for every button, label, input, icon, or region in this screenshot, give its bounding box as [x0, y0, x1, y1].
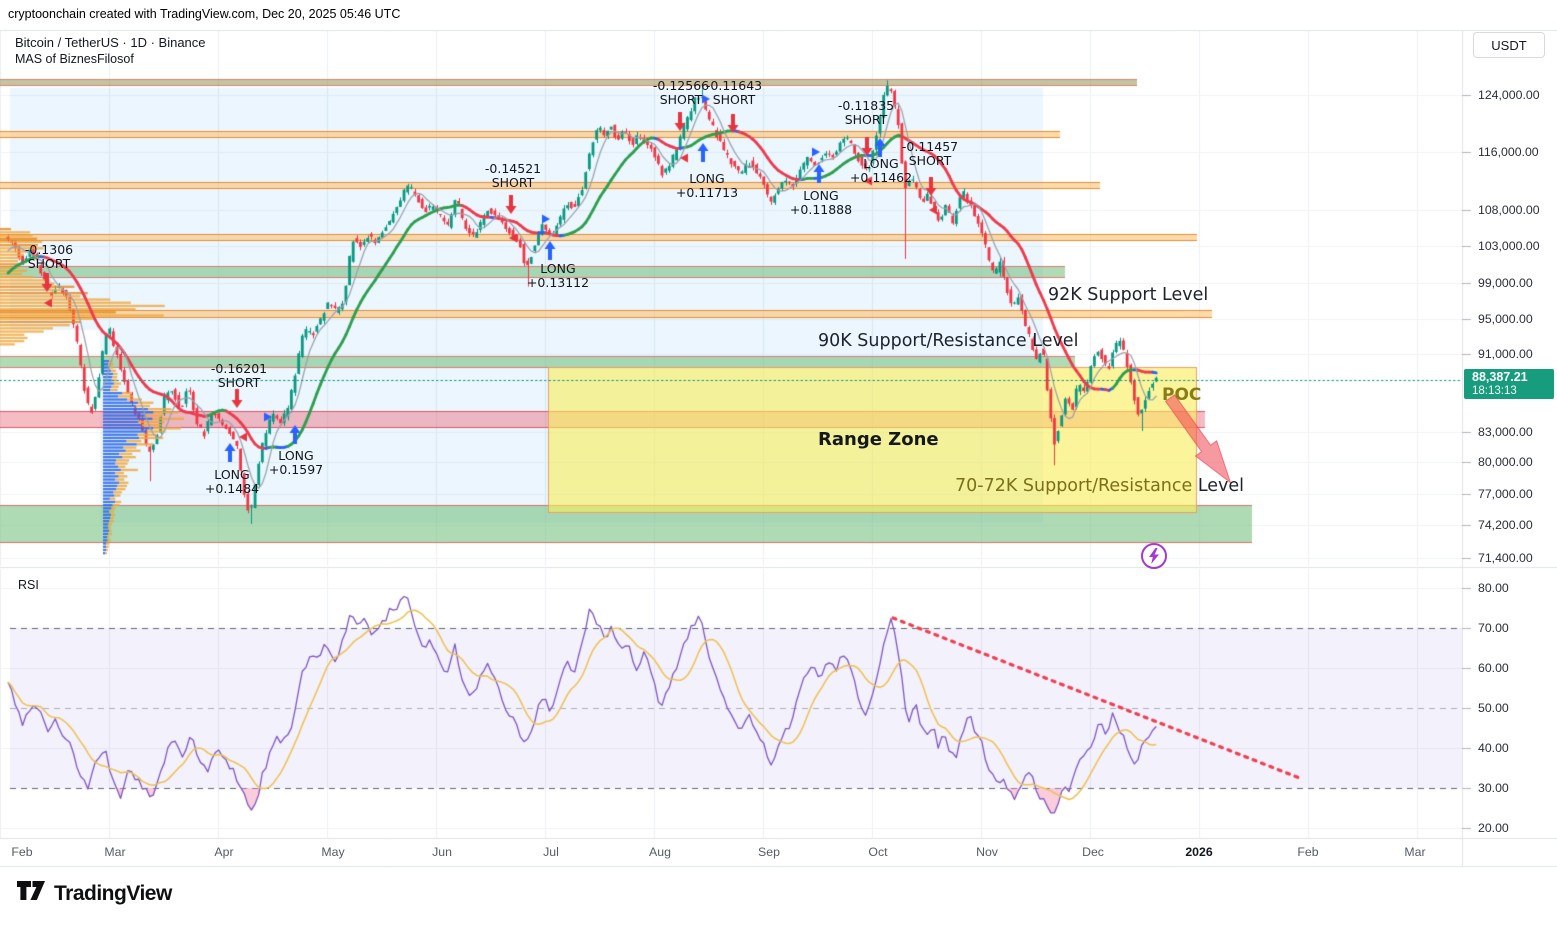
currency-toggle-button[interactable]: USDT	[1473, 32, 1545, 58]
trade-signal-label[interactable]: -0.11835 SHORT	[837, 98, 895, 127]
last-price-value: 88,387.21	[1472, 370, 1528, 384]
price-tick-label: 77,000.00	[1478, 487, 1533, 501]
price-tick-label: 71,400.00	[1478, 551, 1533, 565]
time-axis-label[interactable]: 2026	[1185, 845, 1213, 859]
rsi-pane-label[interactable]: RSI	[18, 578, 39, 592]
price-tick-label: 99,000.00	[1478, 276, 1533, 290]
price-tick-label: 108,000.00	[1478, 203, 1540, 217]
indicator-legend[interactable]: MAS of BiznesFilosof	[15, 52, 134, 66]
trade-signal-label[interactable]: LONG +0.1484	[204, 467, 260, 496]
price-tick-label: 95,000.00	[1478, 312, 1533, 326]
trade-signal-label[interactable]: -0.11643 SHORT	[705, 78, 763, 107]
trade-signal-label[interactable]: -0.16201 SHORT	[210, 361, 268, 390]
rsi-tick-label: 80.00	[1478, 581, 1509, 595]
bar-countdown: 18:13:13	[1472, 385, 1517, 397]
time-axis-label[interactable]: Sep	[758, 845, 780, 859]
trade-signal-label[interactable]: -0.1306 SHORT	[24, 242, 74, 271]
chart-annotation[interactable]: 92K Support Level	[1048, 285, 1208, 305]
chart-annotation-text: 90K Support/Resistance Level	[818, 331, 1079, 351]
time-axis-label[interactable]: Jul	[543, 845, 559, 859]
chart-annotation[interactable]: 70-72K Support/Resistance Level	[955, 476, 1244, 496]
time-axis-label[interactable]: Feb	[11, 845, 33, 859]
price-tick-label: 116,000.00	[1478, 145, 1539, 159]
time-axis-label[interactable]: Nov	[976, 845, 998, 859]
chart-annotation[interactable]: Range Zone	[818, 429, 939, 450]
chart-annotation-text: 70-72K Support/Resistance	[955, 476, 1198, 496]
tradingview-logo[interactable]: TradingView	[16, 880, 172, 908]
time-axis-label[interactable]: Oct	[868, 845, 888, 859]
time-axis-label[interactable]: Apr	[214, 845, 234, 859]
last-price-badge: 88,387.21 18:13:13	[1464, 369, 1554, 399]
trade-signal-label[interactable]: LONG +0.13112	[526, 261, 590, 290]
price-tick-label: 91,000.00	[1478, 347, 1533, 361]
rsi-tick-label: 20.00	[1478, 821, 1509, 835]
attribution-text: cryptoonchain created with TradingView.c…	[8, 7, 401, 21]
price-tick-label: 83,000.00	[1478, 425, 1533, 439]
symbol-legend[interactable]: Bitcoin / TetherUS · 1D · Binance	[15, 35, 206, 50]
time-axis-label[interactable]: Mar	[104, 845, 126, 859]
time-axis-label[interactable]: May	[321, 845, 345, 859]
trade-signal-label[interactable]: -0.11457 SHORT	[901, 139, 959, 168]
chart-annotation-text: 92K Support Level	[1048, 285, 1209, 305]
trade-signal-label[interactable]: -0.14521 SHORT	[484, 161, 542, 190]
price-tick-label: 124,000.00	[1478, 88, 1540, 102]
tradingview-logo-icon	[17, 881, 45, 900]
price-tick-label: 80,000.00	[1478, 455, 1533, 469]
time-axis-label[interactable]: Feb	[1297, 845, 1319, 859]
time-axis-label[interactable]: Aug	[649, 845, 671, 859]
trade-signal-label[interactable]: LONG +0.11713	[675, 171, 739, 200]
time-axis-label[interactable]: Jun	[432, 845, 452, 859]
chart-annotation-text: POC	[1162, 385, 1202, 405]
trade-signal-label[interactable]: -0.12566 SHORT	[652, 78, 710, 107]
chart-annotation-text: Range Zone	[818, 429, 939, 450]
chart-annotation[interactable]: 90K Support/Resistance Level	[818, 331, 1078, 351]
lightning-icon	[1149, 548, 1159, 564]
trade-signal-label[interactable]: LONG +0.1597	[268, 448, 324, 477]
price-tick-label: 74,200.00	[1478, 518, 1533, 532]
trade-signal-label[interactable]: LONG +0.11888	[789, 188, 853, 217]
rsi-tick-label: 30.00	[1478, 781, 1509, 795]
rsi-tick-label: 70.00	[1478, 621, 1509, 635]
time-axis-label[interactable]: Mar	[1404, 845, 1426, 859]
tradingview-logo-text: TradingView	[54, 882, 172, 905]
rsi-tick-label: 60.00	[1478, 661, 1509, 675]
chart-annotation[interactable]: POC	[1162, 385, 1201, 405]
rsi-tick-label: 40.00	[1478, 741, 1509, 755]
down-trend-arrow[interactable]	[1160, 390, 1244, 494]
price-tick-label: 103,000.00	[1478, 239, 1540, 253]
chart-annotation-text: Level	[1197, 476, 1245, 496]
lightning-marker-button[interactable]	[1141, 543, 1167, 569]
time-axis-label[interactable]: Dec	[1082, 845, 1104, 859]
rsi-tick-label: 50.00	[1478, 701, 1509, 715]
trade-signal-label[interactable]: LONG +0.11462	[849, 156, 913, 185]
